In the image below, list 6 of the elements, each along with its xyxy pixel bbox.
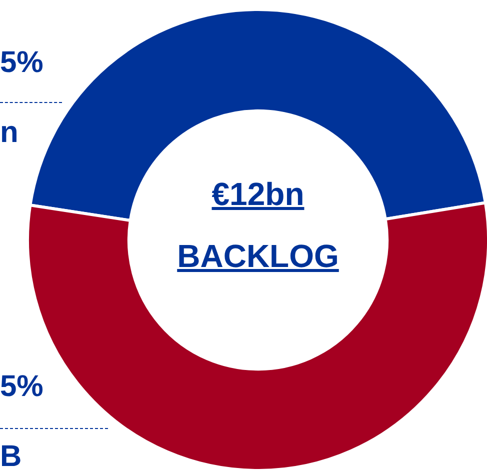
text: BACKLOG — [176, 238, 340, 275]
text: 5% — [0, 370, 44, 404]
text: n — [0, 116, 18, 150]
text: 5% — [0, 46, 44, 80]
text: B — [0, 440, 22, 474]
text: €12bn — [210, 176, 306, 213]
